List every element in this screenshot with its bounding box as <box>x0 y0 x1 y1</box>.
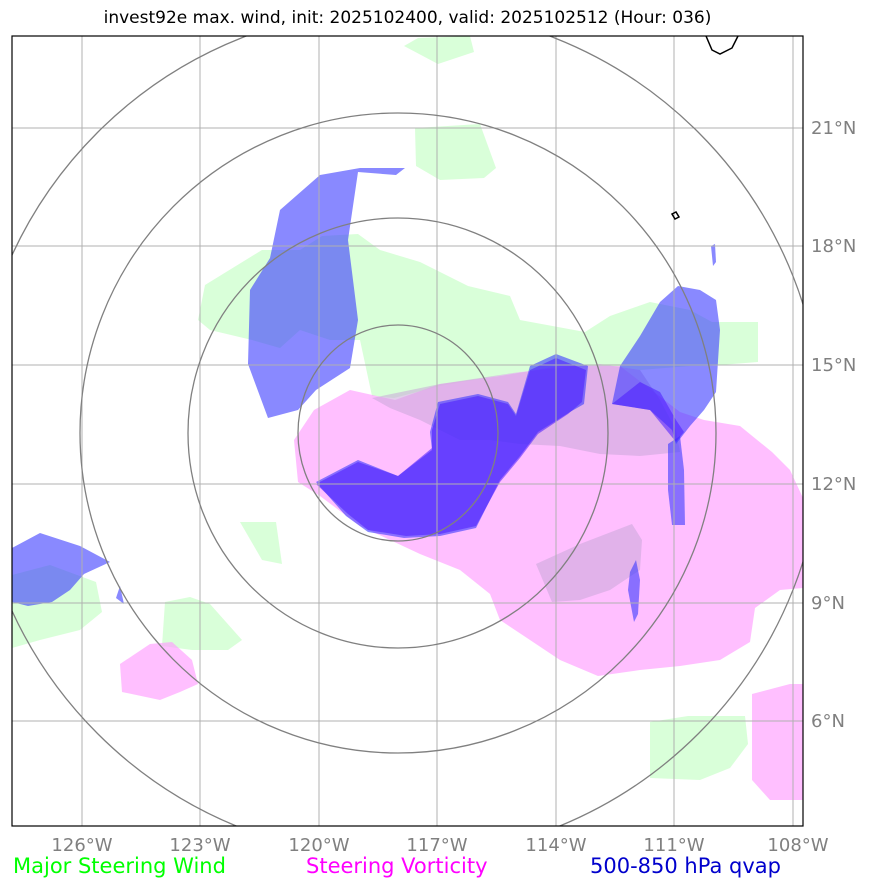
lat-label: 15°N <box>811 355 856 376</box>
legend-qvap: 500-850 hPa qvap <box>590 854 781 878</box>
lon-label: 123°W <box>169 835 230 856</box>
range-rings <box>12 36 803 826</box>
graticule <box>12 36 803 826</box>
lon-label: 120°W <box>288 835 349 856</box>
coastline <box>670 36 739 220</box>
lon-label: 126°W <box>51 835 112 856</box>
lon-label: 111°W <box>643 835 704 856</box>
lat-label: 12°N <box>811 474 856 495</box>
map-frame <box>11 35 804 827</box>
legend-major-steering-wind: Major Steering Wind <box>13 854 226 878</box>
qvap-core-shading <box>316 358 684 536</box>
lat-label: 21°N <box>811 118 856 139</box>
lat-labels: 21°N 18°N 15°N 12°N 9°N 6°N <box>811 118 856 732</box>
lat-label: 9°N <box>811 593 845 614</box>
lon-labels: 126°W 123°W 120°W 117°W 114°W 111°W 108°… <box>51 835 828 856</box>
range-ring-2 <box>187 217 609 649</box>
lon-label: 117°W <box>406 835 467 856</box>
lat-label: 18°N <box>811 236 856 257</box>
lon-label: 108°W <box>767 835 828 856</box>
lat-label: 6°N <box>811 711 845 732</box>
range-ring-1 <box>297 324 499 542</box>
map-title: invest92e max. wind, init: 2025102400, v… <box>103 8 712 28</box>
range-ring-3 <box>79 112 717 754</box>
lon-label: 114°W <box>525 835 586 856</box>
legend-steering-vorticity: Steering Vorticity <box>306 854 488 878</box>
